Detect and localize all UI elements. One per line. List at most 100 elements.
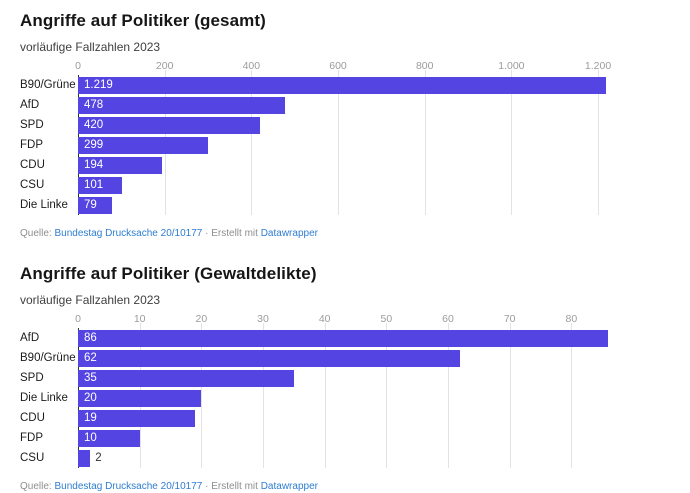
- category-label: FDP: [20, 139, 43, 151]
- x-axis-tick-label: 60: [442, 313, 454, 325]
- x-axis-tick-label: 70: [503, 313, 516, 325]
- x-axis-tick-label: 0: [75, 60, 81, 72]
- datawrapper-link[interactable]: Datawrapper: [260, 481, 318, 492]
- bar-value-label: 35: [84, 371, 97, 384]
- bar: [78, 369, 294, 387]
- bar-row: Die Linke 79: [20, 195, 670, 215]
- chart-footer: Quelle: Bundestag Drucksache 20/10177 · …: [20, 481, 670, 493]
- x-axis-tick-label: 20: [195, 313, 208, 325]
- bar-row: Die Linke 20: [20, 388, 670, 408]
- bar-track: 478: [78, 96, 670, 114]
- bar-track: 420: [78, 116, 670, 134]
- category-label: CDU: [20, 412, 45, 424]
- bar: [78, 429, 140, 447]
- plot-area: AfD 86 B90/Grüne 62 SPD 35 Die Linke 20 CDU 19 FDP…: [20, 323, 670, 468]
- x-axis-tick-label: 600: [329, 60, 347, 72]
- bar-value-label: 2: [95, 451, 102, 464]
- footer-credit-text: Erstellt mit: [211, 228, 261, 239]
- gridline: [201, 323, 203, 468]
- bar-row: CDU 19: [20, 408, 670, 428]
- x-axis: 0 200 400 600 800 1.000 1.200: [20, 59, 670, 75]
- bar: [78, 449, 91, 467]
- bar-value-label: 62: [84, 351, 97, 364]
- footer-credit-text: Erstellt mit: [211, 481, 261, 492]
- bar-row: FDP 299: [20, 135, 670, 155]
- bar-track: 101: [78, 176, 670, 194]
- x-axis-tick-label: 200: [155, 60, 174, 72]
- plot-area: B90/Grüne 1.219 AfD 478 SPD 420 FDP 299 CDU 194 CS…: [20, 70, 670, 215]
- bar-row: CSU 101: [20, 175, 670, 195]
- x-axis-tick-label: 80: [565, 313, 578, 325]
- gridline: [571, 323, 573, 468]
- bar-value-label: 20: [84, 391, 97, 404]
- datawrapper-link[interactable]: Datawrapper: [260, 228, 318, 239]
- bar-row: B90/Grüne 62: [20, 348, 670, 368]
- gridline: [251, 70, 253, 215]
- bar-value-label: 10: [84, 431, 97, 444]
- bar-track: 194: [78, 156, 670, 174]
- bar-row: CSU 2: [20, 448, 670, 468]
- x-axis-tick-label: 1.000: [498, 60, 525, 72]
- gridline: [511, 70, 513, 215]
- chart-title: Angriffe auf Politiker (Gewaltdelikte): [20, 264, 317, 283]
- bar-row: FDP 10: [20, 428, 670, 448]
- gridline: [338, 70, 340, 215]
- x-axis-tick-label: 30: [257, 313, 269, 325]
- bar: [78, 329, 609, 347]
- bar-track: 1.219: [78, 76, 670, 94]
- bar-value-label: 1.219: [84, 78, 113, 91]
- bar-value-label: 194: [84, 158, 104, 171]
- category-label: AfD: [20, 332, 40, 344]
- gridline: [509, 323, 511, 468]
- bar: [78, 196, 113, 214]
- bar: [78, 349, 461, 367]
- x-axis-tick-label: 0: [75, 313, 81, 325]
- footer-source-prefix: Quelle:: [20, 228, 55, 239]
- category-label: Die Linke: [20, 199, 68, 211]
- bar-row: AfD 478: [20, 95, 670, 115]
- x-axis-tick-label: 1.200: [584, 60, 612, 72]
- x-axis: 0 10 20 30 40 50 60 70 80: [20, 312, 670, 328]
- footer-separator: ·: [202, 481, 212, 492]
- chart-title: Angriffe auf Politiker (gesamt): [20, 11, 266, 30]
- bar-chart-gewaltdelikte: 0 10 20 30 40 50 60 70 80 AfD 86 B90/Grüne 62 SPD 35 D…: [20, 312, 670, 468]
- footer-separator: ·: [202, 228, 212, 239]
- bar-value-label: 101: [84, 178, 104, 191]
- bar-track: 62: [78, 349, 670, 367]
- bar-value-label: 420: [84, 118, 104, 131]
- gridline: [448, 323, 449, 468]
- x-axis-tick-label: 800: [415, 60, 434, 72]
- bar-track: 86: [78, 329, 670, 347]
- chart-footer: Quelle: Bundestag Drucksache 20/10177 · …: [20, 228, 670, 240]
- category-label: CDU: [20, 159, 45, 171]
- category-label: CSU: [20, 452, 45, 464]
- category-label: FDP: [20, 432, 43, 444]
- bar-row: SPD 420: [20, 115, 670, 135]
- category-label: Die Linke: [20, 392, 68, 404]
- category-label: B90/Grüne: [20, 79, 76, 91]
- footer-source-prefix: Quelle:: [20, 481, 55, 492]
- chart-section-gesamt: Angriffe auf Politiker (gesamt) vorläufi…: [20, 11, 670, 240]
- bar-track: 35: [78, 369, 670, 387]
- source-link[interactable]: Bundestag Drucksache 20/10177: [54, 481, 203, 492]
- source-link[interactable]: Bundestag Drucksache 20/10177: [54, 228, 203, 239]
- bar: [78, 389, 202, 407]
- bar-track: 19: [78, 409, 670, 427]
- bar-row: CDU 194: [20, 155, 670, 175]
- bar-track: 10: [78, 429, 670, 447]
- chart-subtitle: vorläufige Fallzahlen 2023: [20, 40, 161, 54]
- bar-value-label: 79: [84, 198, 97, 211]
- bar: [78, 176, 122, 194]
- category-label: SPD: [20, 119, 44, 131]
- gridline: [263, 323, 264, 468]
- bar: [78, 136, 208, 154]
- bar: [78, 76, 607, 94]
- bar-value-label: 299: [84, 138, 104, 151]
- category-label: CSU: [20, 179, 45, 191]
- category-label: SPD: [20, 372, 44, 384]
- bar: [78, 116, 260, 134]
- bar-track: 20: [78, 389, 670, 407]
- bar-value-label: 19: [84, 411, 97, 424]
- bar-track: 2: [78, 449, 670, 467]
